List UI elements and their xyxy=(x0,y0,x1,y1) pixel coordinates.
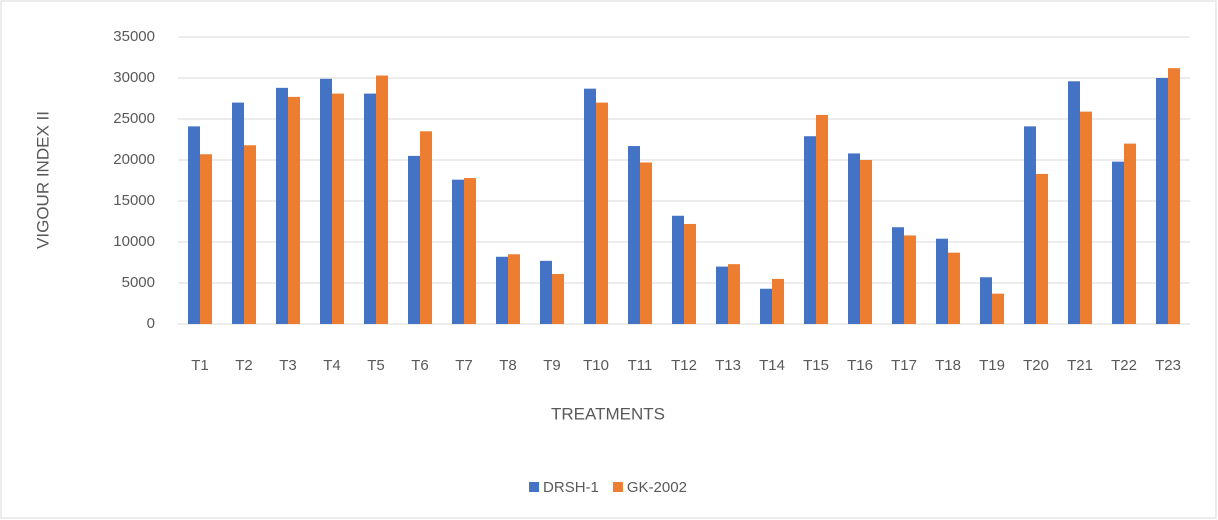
bar xyxy=(508,254,520,324)
bar xyxy=(980,277,992,324)
x-tick-label: T12 xyxy=(671,357,697,374)
bar xyxy=(584,88,596,324)
bar xyxy=(728,264,740,324)
x-tick-label: T1 xyxy=(191,357,209,374)
x-tick-label: T22 xyxy=(1111,357,1137,374)
y-tick-label: 5000 xyxy=(122,274,155,291)
bar xyxy=(552,273,564,324)
y-tick-label: 25000 xyxy=(113,110,155,127)
bar xyxy=(1124,143,1136,324)
bar xyxy=(420,131,432,324)
bar xyxy=(848,153,860,324)
x-tick-label: T19 xyxy=(979,357,1005,374)
bar xyxy=(1168,68,1180,324)
legend-swatch xyxy=(612,482,623,492)
bar xyxy=(804,136,816,324)
x-tick-label: T18 xyxy=(935,357,961,374)
bar xyxy=(376,75,388,324)
bar xyxy=(628,146,640,324)
bar xyxy=(1036,173,1048,324)
bar xyxy=(1156,78,1168,324)
x-tick-label: T10 xyxy=(583,357,609,374)
y-axis-title: VIGOUR INDEX II xyxy=(33,111,52,249)
bar xyxy=(452,179,464,324)
bar xyxy=(672,215,684,324)
x-tick-label: T4 xyxy=(323,357,341,374)
x-tick-label: T5 xyxy=(367,357,385,374)
bar xyxy=(992,293,1004,324)
bar xyxy=(772,278,784,324)
bar xyxy=(1080,111,1092,325)
bar xyxy=(904,235,916,324)
y-tick-label: 15000 xyxy=(113,192,155,209)
x-tick-label: T9 xyxy=(543,357,561,374)
bar xyxy=(1068,81,1080,324)
bar xyxy=(1112,161,1124,324)
bar xyxy=(364,93,376,324)
legend-label: DRSH-1 xyxy=(543,479,599,496)
x-tick-label: T11 xyxy=(628,357,653,374)
bar xyxy=(276,87,288,324)
y-tick-label: 20000 xyxy=(113,151,155,168)
x-axis-title: TREATMENTS xyxy=(551,404,665,423)
x-tick-label: T8 xyxy=(499,357,517,374)
x-tick-label: T2 xyxy=(235,357,253,374)
bar xyxy=(408,155,420,324)
x-tick-label: T21 xyxy=(1067,357,1093,374)
bar xyxy=(332,93,344,324)
bar xyxy=(540,260,552,324)
x-tick-label: T13 xyxy=(715,357,741,374)
y-tick-label: 30000 xyxy=(113,69,155,86)
x-tick-label: T17 xyxy=(891,357,917,374)
bar xyxy=(232,102,244,324)
x-tick-label: T14 xyxy=(759,357,785,374)
bar xyxy=(320,78,332,324)
x-tick-label: T16 xyxy=(847,357,873,374)
bar xyxy=(948,252,960,324)
x-tick-label: T6 xyxy=(411,357,429,374)
bar xyxy=(892,227,904,324)
legend-label: GK-2002 xyxy=(627,479,687,496)
bar xyxy=(716,266,728,324)
bar xyxy=(860,160,872,324)
bar xyxy=(188,126,200,324)
y-tick-label: 0 xyxy=(147,315,155,332)
bar xyxy=(684,223,696,324)
x-tick-label: T15 xyxy=(803,357,829,374)
x-tick-label: T7 xyxy=(455,357,473,374)
x-tick-label: T23 xyxy=(1155,357,1181,374)
bar xyxy=(288,96,300,324)
bar xyxy=(464,178,476,324)
y-tick-label: 10000 xyxy=(113,233,155,250)
bar xyxy=(936,238,948,324)
bar xyxy=(200,154,212,324)
bar xyxy=(596,102,608,324)
bar xyxy=(496,256,508,324)
bar xyxy=(1024,126,1036,324)
bar xyxy=(760,288,772,324)
bar xyxy=(640,162,652,324)
bar xyxy=(244,145,256,324)
bar xyxy=(816,114,828,325)
legend-swatch xyxy=(529,482,540,492)
y-tick-label: 35000 xyxy=(113,28,155,45)
x-tick-label: T20 xyxy=(1023,357,1049,374)
x-tick-label: T3 xyxy=(279,357,297,374)
